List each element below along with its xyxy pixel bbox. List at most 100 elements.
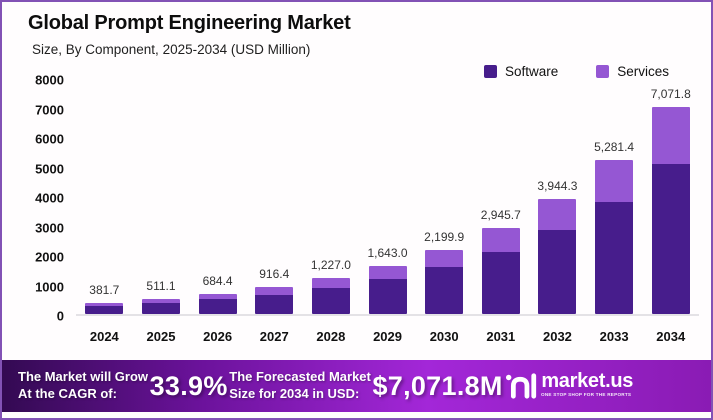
bar-chart: 0 1000 2000 3000 4000 5000 6000 7000 8000 381.7 5… xyxy=(18,73,699,352)
legend: Software Services xyxy=(483,64,669,79)
bar-2025 xyxy=(141,299,180,314)
bar-segment-services xyxy=(368,265,407,280)
forecast-value: $7,071.8M xyxy=(372,370,503,401)
bar-column-2026: 684.4 xyxy=(189,80,246,314)
brand-tagline: ONE STOP SHOP FOR THE REPORTS xyxy=(541,392,632,398)
x-axis-label: 2033 xyxy=(599,328,629,344)
bar-column-2030: 2,199.9 xyxy=(416,80,473,314)
bar-value-label: 1,227.0 xyxy=(310,258,351,273)
cagr-label-line2: At the CAGR of: xyxy=(18,386,117,401)
bar-value-label: 3,944.3 xyxy=(537,178,578,193)
bar-column-2024: 381.7 xyxy=(76,80,133,314)
x-axis-label: 2034 xyxy=(656,328,686,344)
bar-value-label: 1,643.0 xyxy=(367,245,408,260)
bar-segment-software xyxy=(85,305,124,314)
services-swatch-icon xyxy=(596,65,610,78)
legend-item-services: Services xyxy=(596,64,669,79)
bar-column-2029: 1,643.0 xyxy=(359,80,416,314)
x-axis-label: 2031 xyxy=(486,328,516,344)
bar-segment-software xyxy=(595,202,634,314)
bar-segment-software xyxy=(425,267,464,314)
y-tick-label: 7000 xyxy=(35,102,64,117)
chart-title: Global Prompt Engineering Market xyxy=(28,12,351,34)
x-axis-label: 2030 xyxy=(429,328,459,344)
bar-segment-services xyxy=(311,278,350,288)
x-axis-label: 2027 xyxy=(259,328,289,344)
brand-logo: market.us ONE STOP SHOP FOR THE REPORTS xyxy=(504,371,697,401)
bar-2026 xyxy=(198,293,237,314)
bar-segment-software xyxy=(651,164,690,314)
bar-segment-services xyxy=(255,287,294,295)
software-swatch-icon xyxy=(483,65,497,78)
legend-label-services: Services xyxy=(617,64,669,79)
bar-segment-services xyxy=(198,293,237,300)
y-tick-label: 6000 xyxy=(35,131,64,147)
bottom-banner: The Market will Grow At the CAGR of: 33.… xyxy=(2,360,711,412)
brand-text: market.us ONE STOP SHOP FOR THE REPORTS xyxy=(541,371,697,401)
legend-label-software: Software xyxy=(504,64,559,79)
bar-segment-software xyxy=(538,230,577,314)
forecast-label-line1: The Forecasted Market xyxy=(229,369,371,385)
chart-subtitle: Size, By Component, 2025-2034 (USD Milli… xyxy=(32,42,311,57)
bar-column-2027: 916.4 xyxy=(246,80,303,314)
x-axis-label: 2029 xyxy=(373,328,402,344)
bar-segment-software xyxy=(368,279,407,314)
bar-segment-software xyxy=(198,299,237,314)
bar-2033 xyxy=(595,159,634,314)
bar-value-label: 2,199.9 xyxy=(424,229,465,244)
bar-2028 xyxy=(311,278,350,314)
bar-value-label: 916.4 xyxy=(259,267,290,282)
bar-segment-services xyxy=(538,198,577,231)
bar-column-2034: 7,071.8 xyxy=(642,80,699,314)
bar-column-2025: 511.1 xyxy=(133,80,190,314)
forecast-label: The Forecasted Market Size for 2034 in U… xyxy=(229,369,371,403)
bar-segment-software xyxy=(255,294,294,314)
bar-column-2028: 1,227.0 xyxy=(303,80,360,314)
x-axis: 2024 2025 2026 2027 2028 2029 2030 2031 2032 2033… xyxy=(76,320,699,352)
y-tick-label: 5000 xyxy=(35,161,64,176)
x-axis-label: 2024 xyxy=(89,328,119,344)
bar-value-label: 381.7 xyxy=(89,282,120,297)
bar-column-2033: 5,281.4 xyxy=(586,80,643,314)
x-axis-label: 2026 xyxy=(203,328,233,344)
y-axis: 0 1000 2000 3000 4000 5000 6000 7000 8000 xyxy=(18,73,64,324)
bar-segment-services xyxy=(85,302,124,306)
x-axis-label: 2025 xyxy=(146,328,176,344)
bar-value-label: 7,071.8 xyxy=(650,87,691,102)
bar-2034 xyxy=(651,107,690,314)
bar-2031 xyxy=(481,227,520,314)
brand-name: market.us xyxy=(541,370,634,392)
bar-segment-services xyxy=(595,159,634,202)
bar-column-2031: 2,945.7 xyxy=(472,80,529,314)
bar-2027 xyxy=(255,287,294,314)
legend-item-software: Software xyxy=(483,64,559,79)
bar-2029 xyxy=(368,265,407,314)
cagr-label: The Market will Grow At the CAGR of: xyxy=(18,369,148,403)
bar-2032 xyxy=(538,198,577,314)
y-tick-label: 2000 xyxy=(35,249,64,265)
bar-2024 xyxy=(85,302,124,314)
bar-segment-services xyxy=(481,227,520,252)
bar-2030 xyxy=(425,249,464,314)
y-tick-label: 3000 xyxy=(35,220,64,235)
bar-segment-software xyxy=(481,251,520,314)
plot-area: 381.7 511.1 684.4 916.4 1,227.0 1,643.0 2,199.… xyxy=(76,80,699,316)
cagr-label-line1: The Market will Grow xyxy=(18,369,149,385)
y-tick-label: 8000 xyxy=(35,72,64,88)
bar-column-2032: 3,944.3 xyxy=(529,80,586,314)
bar-value-label: 5,281.4 xyxy=(594,139,635,154)
bar-segment-software xyxy=(141,303,180,314)
y-tick-label: 4000 xyxy=(35,190,64,206)
bar-segment-software xyxy=(311,287,350,314)
cagr-value: 33.9% xyxy=(149,370,228,401)
y-tick-label: 1000 xyxy=(35,279,64,294)
bar-value-label: 2,945.7 xyxy=(480,207,521,222)
bar-value-label: 684.4 xyxy=(202,273,233,288)
bar-segment-services xyxy=(425,249,464,268)
bar-segment-services xyxy=(141,299,180,304)
bar-value-label: 511.1 xyxy=(146,279,176,294)
x-axis-label: 2028 xyxy=(316,328,346,344)
y-tick-label: 0 xyxy=(56,308,64,324)
forecast-label-line2: Size for 2034 in USD: xyxy=(229,386,360,401)
